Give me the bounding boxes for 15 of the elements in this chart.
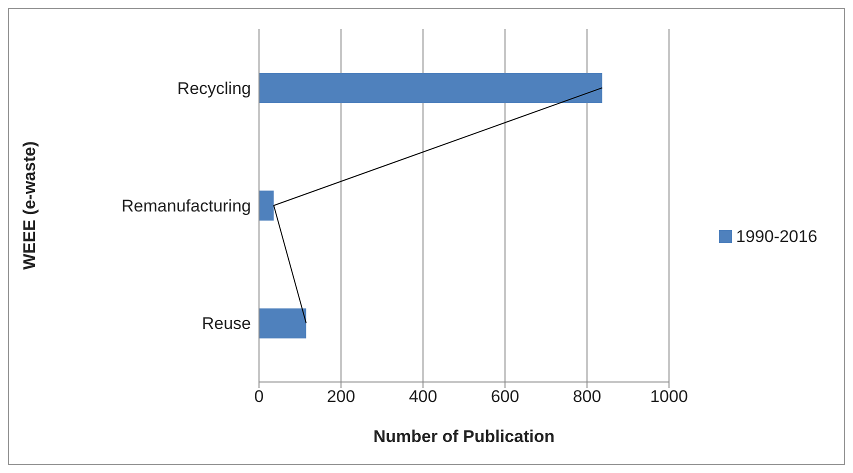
y-tick-label: Remanufacturing [122,196,251,216]
x-tick-label: 0 [254,387,264,406]
x-axis-title: Number of Publication [373,427,555,446]
bar [259,308,306,338]
x-tick-label: 400 [408,387,438,406]
x-tick-label: 600 [490,387,520,406]
y-tick-label: Recycling [177,78,251,98]
legend-label: 1990-2016 [736,226,818,246]
x-tick-label: 800 [572,387,602,406]
bar [259,73,602,103]
y-axis-title: WEEE (e-waste) [20,141,40,270]
x-tick-label: 1000 [650,387,688,406]
x-tick-label: 200 [326,387,356,406]
bar [259,190,274,221]
y-tick-label: Reuse [202,314,251,334]
